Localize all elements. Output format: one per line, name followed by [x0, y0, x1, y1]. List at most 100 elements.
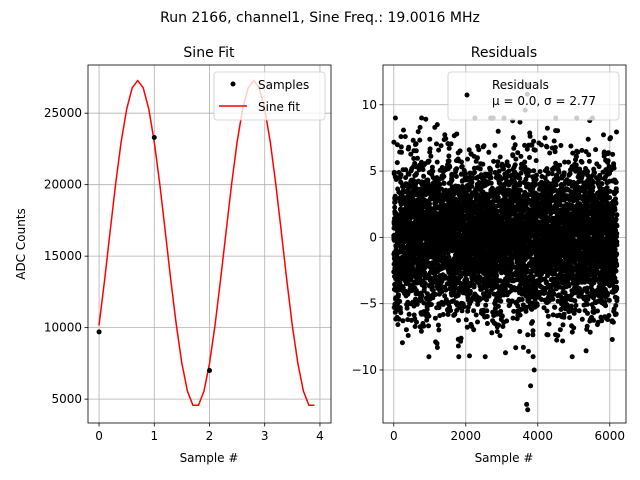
residual-point [487, 272, 493, 278]
residual-point [392, 204, 398, 210]
residual-point [408, 151, 414, 157]
residual-point [471, 308, 477, 314]
residual-point [517, 180, 523, 186]
residual-point [542, 289, 548, 295]
residual-points [391, 82, 620, 413]
residuals-xtick-label: 0 [390, 429, 398, 443]
residual-point [510, 135, 516, 141]
residual-point [399, 149, 404, 155]
residual-point [488, 167, 493, 173]
residual-point [533, 286, 539, 292]
sine-fit-xtick-label: 0 [95, 429, 103, 443]
residual-point [560, 338, 566, 344]
sine-fit-grid [88, 65, 331, 423]
residual-point [532, 180, 538, 186]
residual-point [552, 304, 558, 310]
residual-point [530, 274, 536, 280]
residual-point [392, 199, 398, 205]
residual-point [527, 168, 533, 174]
residual-point [494, 311, 500, 317]
residual-point [550, 312, 556, 318]
residual-point [532, 147, 538, 153]
residual-point [494, 329, 500, 334]
residual-point [498, 308, 504, 314]
residual-point [442, 132, 448, 138]
residual-point [424, 307, 430, 312]
residual-point [452, 286, 458, 291]
residual-point [537, 169, 543, 175]
residual-point [459, 308, 465, 314]
residual-point [459, 164, 465, 169]
sample-point [207, 368, 212, 374]
residual-point [552, 149, 558, 155]
residual-point [433, 292, 438, 297]
residual-point [457, 148, 463, 154]
residual-point [403, 327, 409, 333]
residuals-xtick-label: 2000 [451, 429, 482, 443]
residual-point [566, 159, 571, 165]
residual-point [459, 159, 464, 165]
residual-point [562, 290, 568, 296]
sample-points [96, 134, 212, 374]
residual-point [522, 159, 528, 165]
legend-samples-label: Samples [258, 78, 309, 92]
residual-point [497, 333, 503, 339]
residual-point [447, 164, 453, 170]
residual-point [405, 317, 411, 323]
residual-point [534, 172, 539, 178]
residual-point [399, 340, 405, 346]
residual-point [410, 137, 416, 143]
residual-point [513, 156, 519, 162]
legend-samples-marker [230, 81, 236, 87]
residual-point [406, 311, 412, 317]
residual-point [454, 308, 460, 313]
residual-point [434, 159, 440, 165]
residual-point [392, 193, 398, 199]
residual-point [544, 308, 550, 314]
residual-point [453, 174, 459, 179]
residual-point [419, 115, 425, 121]
residual-point [417, 124, 423, 130]
residual-point [396, 316, 402, 322]
residual-point [414, 319, 419, 325]
residual-point [446, 158, 452, 164]
residual-point [510, 153, 516, 159]
residual-point [544, 144, 550, 150]
residual-point [422, 285, 427, 290]
residual-point [433, 273, 439, 279]
residual-point [489, 330, 495, 336]
sine-fit-ytick-label: 20000 [44, 178, 82, 192]
residual-point [443, 287, 449, 293]
residuals-xtick-label: 4000 [523, 429, 554, 443]
residual-point [426, 323, 431, 329]
residual-point [458, 171, 464, 177]
residual-point [437, 182, 443, 187]
residual-point [403, 175, 409, 181]
residual-point [398, 180, 404, 186]
residual-point [403, 167, 409, 173]
residual-point [401, 127, 406, 133]
residual-point [443, 136, 449, 142]
residual-point [518, 153, 524, 159]
residual-point [517, 119, 523, 125]
residual-point [562, 159, 568, 165]
residual-point [429, 164, 435, 170]
residual-point [504, 159, 510, 165]
residual-point [456, 354, 462, 360]
residual-point [546, 321, 552, 327]
residual-point [434, 122, 440, 128]
residual-point [475, 155, 480, 161]
residual-point [523, 176, 529, 182]
residual-point [501, 166, 506, 172]
residual-point [426, 354, 432, 360]
residual-point [394, 160, 400, 166]
residual-point [395, 292, 401, 298]
residual-point [530, 332, 536, 338]
residual-point [553, 182, 559, 188]
residual-point [545, 170, 551, 176]
residual-point [463, 317, 469, 323]
residual-point [450, 172, 456, 178]
residual-point [404, 305, 410, 311]
residual-point [555, 281, 561, 286]
